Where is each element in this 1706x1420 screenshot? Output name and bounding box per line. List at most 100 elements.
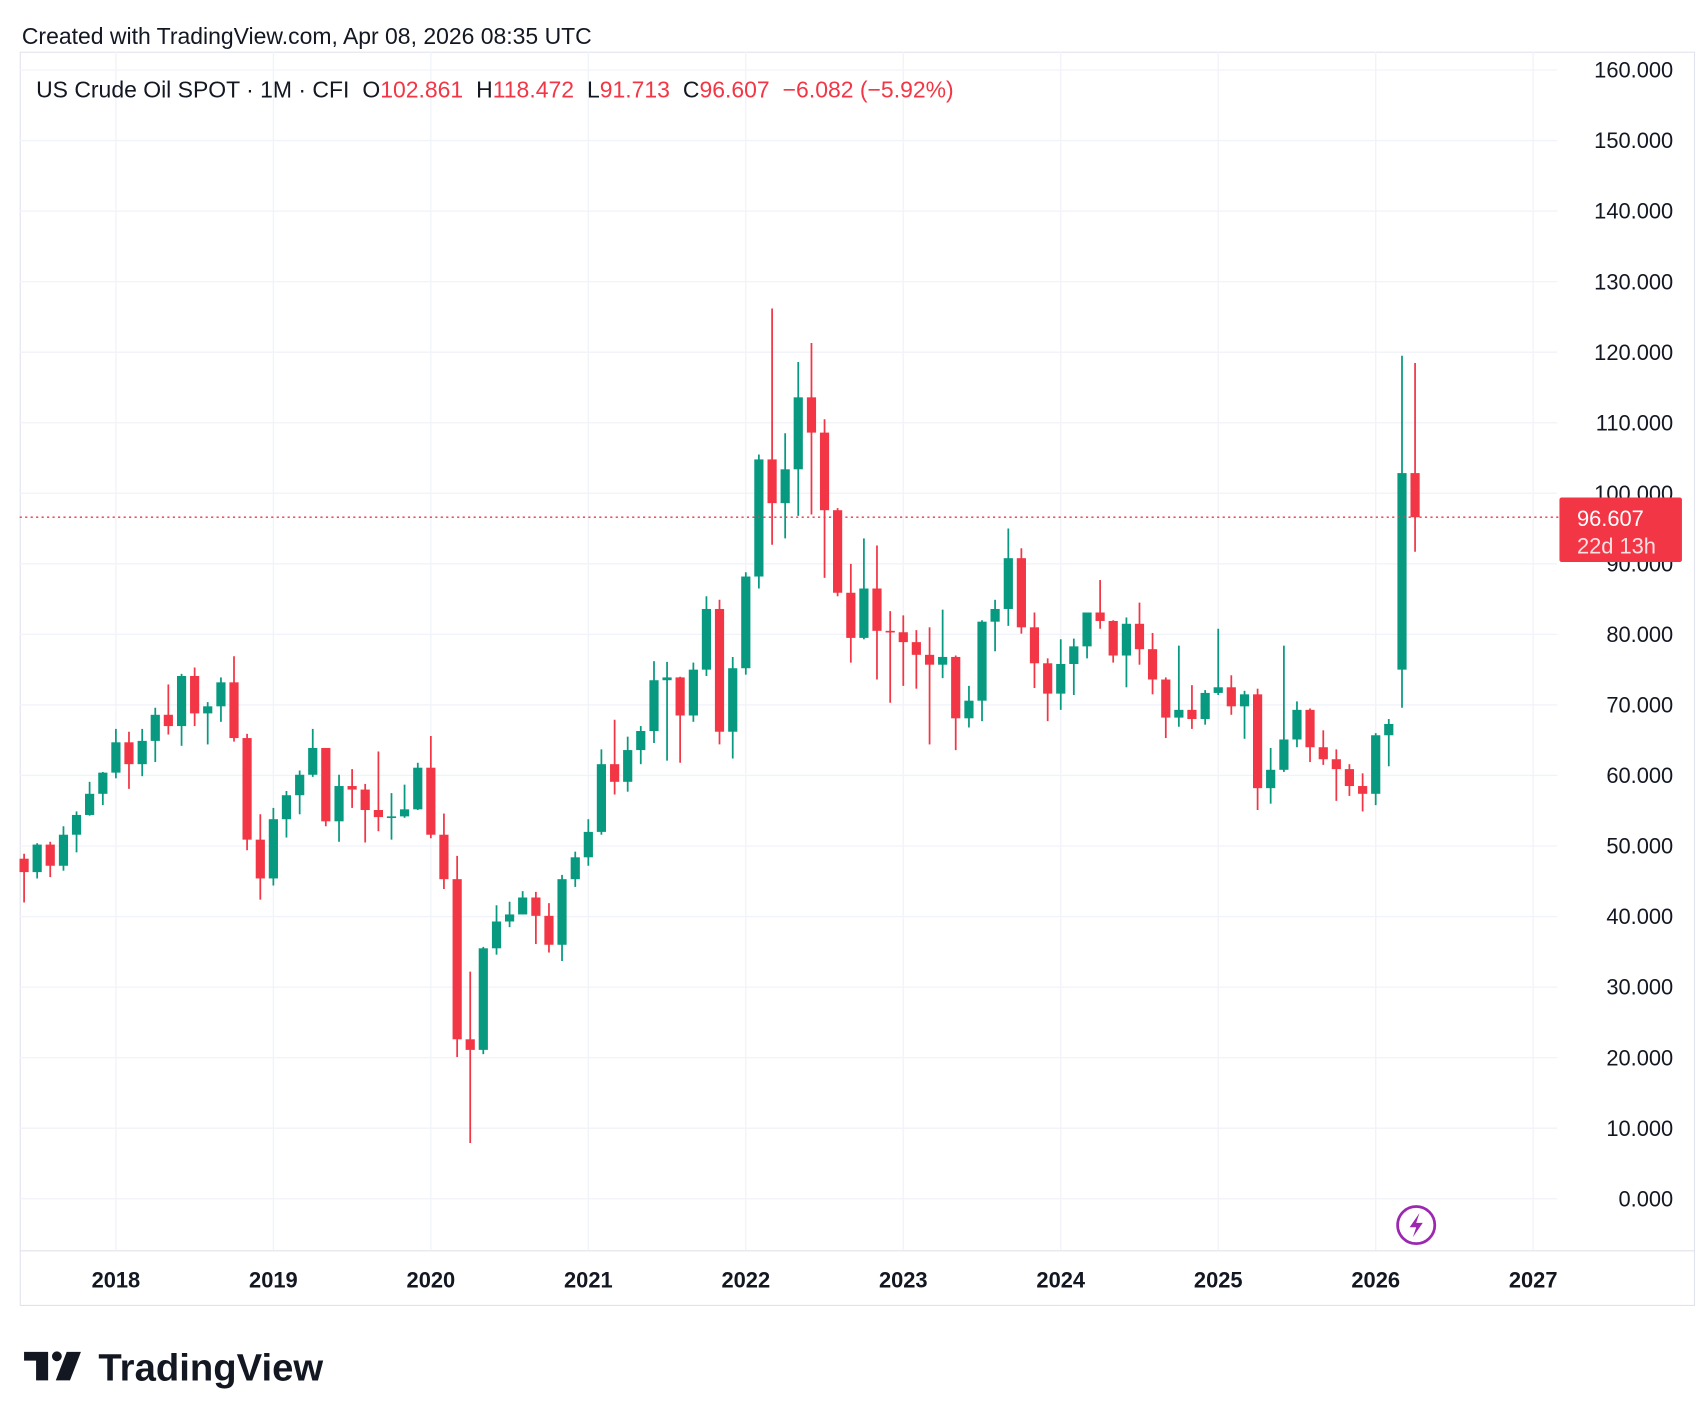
candle-body [413, 767, 423, 810]
candle-body [793, 397, 803, 470]
candle-body [1082, 612, 1092, 647]
candle-body [281, 795, 292, 820]
candle-body [846, 592, 856, 638]
candle-body [557, 879, 567, 945]
candle-body [583, 831, 593, 858]
open-value: 102.861 [380, 77, 463, 103]
candle-body [295, 774, 305, 796]
y-tick-label: 160.000 [1594, 58, 1673, 83]
candle-body [649, 680, 659, 732]
candle-body [859, 588, 869, 638]
candle-body [85, 793, 95, 815]
candle-body [360, 789, 370, 811]
candle-body [111, 742, 121, 773]
created-note: Created with TradingView.com, Apr 08, 20… [22, 23, 592, 49]
candle-body [1016, 558, 1026, 628]
candle-body [58, 834, 69, 866]
candle-body [98, 772, 108, 794]
low-value: 91.713 [600, 77, 670, 103]
candle-body [951, 656, 961, 719]
candle-body [898, 632, 908, 643]
ohlc-label: C [683, 77, 700, 103]
y-tick-label: 60.000 [1606, 763, 1673, 788]
candle-body [1213, 687, 1223, 693]
candle-body [1384, 723, 1394, 736]
candle-body [19, 858, 29, 873]
x-tick-label: 2023 [879, 1267, 928, 1292]
candle-body [636, 731, 646, 751]
candle-body [1174, 709, 1184, 718]
candle-body [45, 844, 55, 866]
candle-body [1003, 558, 1013, 609]
candle-body [806, 397, 817, 433]
candle-body [819, 432, 830, 511]
candle-body [1147, 649, 1158, 680]
candle-body [386, 816, 397, 819]
x-tick-label: 2018 [92, 1267, 141, 1292]
candle-body [977, 621, 987, 701]
candle-body [780, 469, 790, 504]
candle-body [570, 857, 580, 880]
candle-body [938, 656, 948, 665]
x-tick-label: 2020 [407, 1267, 456, 1292]
candle-body [203, 706, 213, 714]
y-tick-label: 80.000 [1606, 622, 1673, 647]
candle-body [596, 764, 606, 832]
candle-body [1371, 735, 1381, 794]
y-tick-label: 0.000 [1618, 1186, 1673, 1211]
candle-body [544, 915, 554, 945]
lightning-icon[interactable] [1396, 1205, 1437, 1246]
x-tick-label: 2022 [721, 1267, 770, 1292]
price-label: 96.607 [1577, 506, 1644, 531]
change-value: −6.082 (−5.92%) [783, 77, 954, 103]
brand: TradingView [98, 1346, 323, 1389]
ohlc-label: L [587, 77, 600, 103]
candle-body [242, 738, 252, 840]
candle-body [1187, 709, 1197, 720]
candle-body [1069, 646, 1079, 664]
legend: US Crude Oil SPOT · 1M · CFI O102.861 H1… [36, 77, 954, 103]
candle-body [675, 677, 685, 716]
candle-body [71, 814, 82, 835]
candle-body [728, 668, 738, 732]
candle-body [1410, 473, 1420, 518]
candle-body [1292, 709, 1302, 740]
candle-body [229, 682, 239, 739]
candle-body [216, 682, 226, 707]
candle-body [741, 576, 751, 669]
candle-body [1358, 786, 1368, 794]
candle-body [754, 459, 764, 577]
candle-body [1305, 709, 1315, 748]
candle-body [1266, 769, 1276, 789]
countdown-label: 22d 13h [1577, 533, 1656, 558]
candle-body [1095, 612, 1105, 621]
candle-body [714, 608, 725, 732]
candle-body [1121, 623, 1132, 656]
close-value: 96.607 [699, 77, 769, 103]
candle-body [478, 948, 488, 1050]
high-value: 118.472 [493, 77, 574, 103]
candle-body [491, 921, 502, 949]
candle-body [399, 809, 410, 817]
candle-body [1397, 473, 1407, 670]
candle-body [872, 588, 882, 631]
candle-body [885, 630, 895, 633]
candle-body [1134, 623, 1145, 650]
candle-body [137, 740, 147, 765]
candle-body [32, 844, 42, 873]
chart-frame [19, 51, 1696, 1307]
candle-body [1318, 747, 1328, 760]
candle-body [504, 914, 515, 922]
x-axis: 2018 2019 2020 2021 2022 2023 2024 2025 2026 2027 [92, 1267, 1558, 1292]
candle-body [321, 747, 331, 822]
candle-body [308, 747, 318, 775]
candle-body [1279, 739, 1289, 770]
candle-body [924, 654, 935, 665]
candle-body [334, 786, 344, 822]
candle-body [452, 879, 462, 1040]
candle-body [531, 897, 541, 916]
candle-body [662, 677, 672, 681]
candle-body [1029, 627, 1040, 664]
